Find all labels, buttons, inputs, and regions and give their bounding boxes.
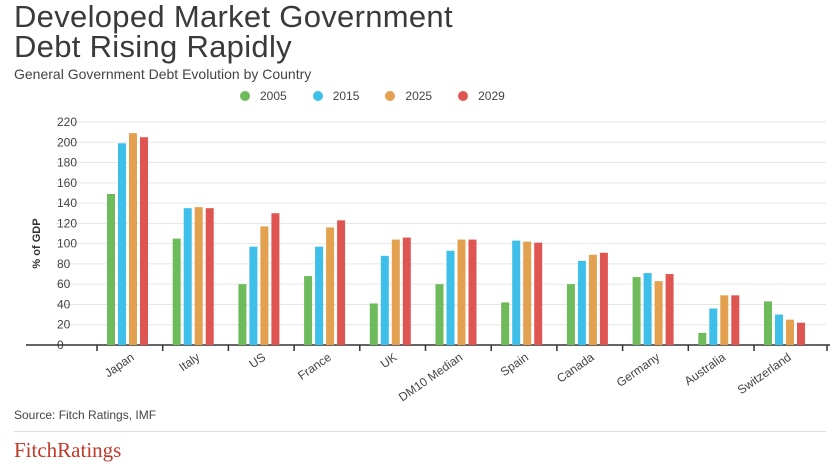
bar-2025-dm10-median <box>457 239 466 345</box>
bar-2029-japan <box>140 137 148 345</box>
bar-2029-france <box>337 220 346 345</box>
bar-2029-switzerland <box>797 322 805 345</box>
legend-swatch <box>240 91 250 101</box>
bar-2005-uk <box>369 303 378 345</box>
x-tick-label: Germany <box>614 350 662 390</box>
bar-2005-france <box>304 276 313 345</box>
bar-2015-uk <box>380 255 389 345</box>
y-tick-label: 60 <box>57 277 71 291</box>
bar-2025-japan <box>129 133 137 345</box>
title-line-1: Developed Market Government <box>14 0 453 34</box>
legend: 2005 2015 2025 2029 <box>240 89 505 103</box>
bar-2005-us <box>238 284 247 345</box>
y-tick-label: 140 <box>57 196 77 210</box>
bar-2025-us <box>260 226 269 345</box>
chart-title: Developed Market Government Debt Rising R… <box>14 0 453 64</box>
bar-2015-switzerland <box>775 314 783 345</box>
bar-2025-australia <box>720 295 729 345</box>
bar-2029-germany <box>665 274 674 345</box>
y-tick-label: 160 <box>57 176 77 190</box>
x-tick-label: Canada <box>554 350 597 386</box>
bar-2005-dm10-median <box>435 284 444 345</box>
legend-label: 2025 <box>405 89 433 103</box>
chart-subtitle: General Government Debt Evolution by Cou… <box>14 66 312 82</box>
y-tick-label: 100 <box>57 237 77 251</box>
bar-2005-switzerland <box>764 301 772 345</box>
y-tick-label: 20 <box>57 318 71 332</box>
title-line-2: Debt Rising Rapidly <box>14 29 292 64</box>
bar-2005-germany <box>632 277 641 345</box>
x-tick-label: France <box>295 350 334 383</box>
x-tick-label: Spain <box>498 350 531 379</box>
x-tick-label: US <box>246 350 268 371</box>
bar-2015-us <box>249 246 258 345</box>
bar-2029-canada <box>599 252 608 345</box>
legend-label: 2029 <box>478 89 505 103</box>
bar-2015-spain <box>512 240 521 345</box>
legend-swatch <box>385 91 396 101</box>
x-tick-label: Japan <box>102 350 137 380</box>
bar-2029-australia <box>731 295 740 345</box>
bar-2015-canada <box>577 260 586 345</box>
bar-2015-france <box>315 246 324 345</box>
bar-2005-italy <box>172 238 181 345</box>
bar-2025-germany <box>654 281 663 345</box>
bar-2015-germany <box>643 273 652 345</box>
legend-swatch <box>458 91 469 101</box>
y-axis-label: % of GDP <box>31 218 43 268</box>
bar-2005-japan <box>107 193 115 345</box>
bar-2029-dm10-median <box>468 239 477 345</box>
bar-2005-spain <box>501 302 510 345</box>
y-tick-label: 180 <box>57 156 77 170</box>
x-tick-label: Italy <box>176 350 202 374</box>
bar-2015-australia <box>709 308 718 345</box>
divider <box>14 431 826 432</box>
fitch-logo: FitchRatings <box>14 438 122 462</box>
bar-2029-spain <box>534 242 543 345</box>
bar-2029-italy <box>205 208 214 345</box>
x-tick-label: DM10 Median <box>396 350 465 404</box>
legend-swatch <box>312 91 323 101</box>
bar-2015-japan <box>118 143 126 345</box>
bar-2025-uk <box>391 239 400 345</box>
bar-2025-switzerland <box>786 319 794 345</box>
legend-item-2005: 2005 <box>240 89 287 103</box>
legend-label: 2015 <box>332 89 360 103</box>
x-tick-label: UK <box>378 350 400 371</box>
x-tick-label: Switzerland <box>735 350 794 397</box>
bar-2029-us <box>271 213 280 345</box>
y-tick-label: 80 <box>57 257 71 271</box>
bar-2025-canada <box>588 254 597 345</box>
bar-2025-france <box>326 227 335 345</box>
legend-item-2015: 2015 <box>312 89 360 103</box>
source-note: Source: Fitch Ratings, IMF <box>14 408 157 422</box>
legend-item-2029: 2029 <box>458 89 505 103</box>
legend-label: 2005 <box>260 89 287 103</box>
y-tick-label: 40 <box>57 297 71 311</box>
bar-2029-uk <box>402 237 411 345</box>
bar-2025-italy <box>194 207 203 345</box>
y-tick-label: 120 <box>57 216 77 230</box>
x-tick-label: Australia <box>682 350 729 388</box>
bar-2015-dm10-median <box>446 250 455 345</box>
bar-2005-canada <box>566 284 575 345</box>
y-tick-label: 220 <box>57 115 77 129</box>
y-tick-label: 200 <box>57 135 77 149</box>
bar-2005-australia <box>698 332 707 345</box>
legend-item-2025: 2025 <box>385 89 432 103</box>
bar-2015-italy <box>183 208 192 345</box>
bar-2025-spain <box>523 241 532 345</box>
